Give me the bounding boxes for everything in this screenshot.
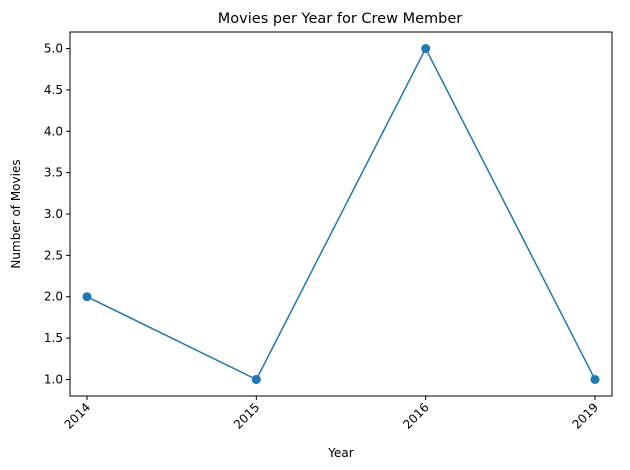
series-line: [86, 46, 596, 381]
y-tick-label: 5.0: [44, 42, 63, 56]
data-point: [590, 374, 600, 384]
y-tick-label: 1.5: [44, 331, 63, 345]
data-point: [251, 374, 261, 384]
y-tick-label: 4.0: [44, 124, 63, 138]
chart-title: Movies per Year for Crew Member: [218, 11, 462, 27]
y-axis-label: Number of Movies: [9, 159, 23, 268]
y-tick-label: 3.0: [44, 207, 63, 221]
x-axis-label: Year: [327, 446, 353, 460]
y-tick-label: 2.0: [44, 290, 63, 304]
y-tick-label: 3.5: [44, 166, 63, 180]
data-point: [82, 292, 92, 302]
y-tick-label: 1.0: [44, 372, 63, 386]
y-tick-label: 4.5: [44, 83, 63, 97]
data-point: [421, 44, 431, 54]
y-tick-label: 2.5: [44, 248, 63, 262]
